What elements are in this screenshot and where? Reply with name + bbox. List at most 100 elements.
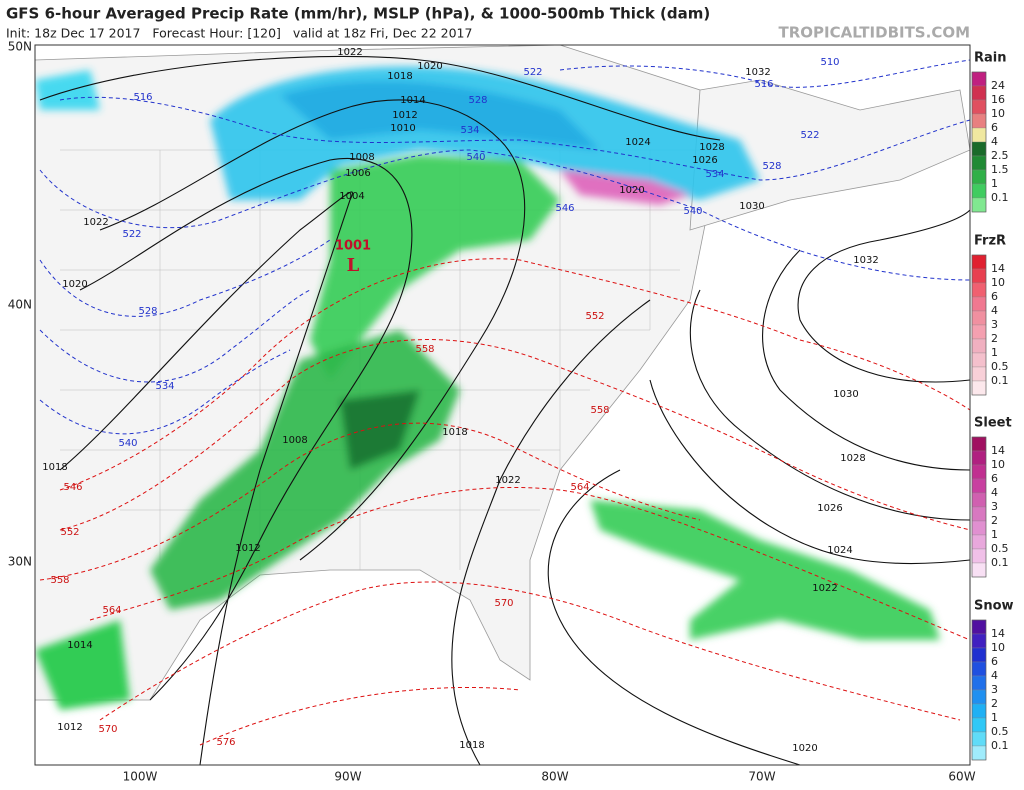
legend-swatch [971, 127, 987, 143]
legend-label: 2.5 [991, 149, 1009, 162]
isobar-label: 1020 [417, 61, 442, 72]
legend-swatch [971, 492, 987, 508]
legend-swatch [971, 731, 987, 747]
legend-swatch [971, 534, 987, 550]
legend-label: 1.5 [991, 163, 1009, 176]
legend-swatch [971, 619, 987, 635]
legend-label: 3 [991, 683, 998, 696]
thickness-label: 552 [60, 527, 79, 538]
legend-label: 16 [991, 93, 1005, 106]
longitude-label: 60W [948, 770, 975, 784]
thickness-label: 522 [122, 229, 141, 240]
legend-label: 10 [991, 641, 1005, 654]
legend-label: 3 [991, 318, 998, 331]
thickness-label: 576 [216, 737, 235, 748]
legend-swatch [971, 183, 987, 199]
legend-swatch [971, 268, 987, 284]
legend-swatch [971, 85, 987, 101]
legend-bar-frame [971, 619, 987, 761]
legend-label: 2 [991, 514, 998, 527]
legend-swatch [971, 113, 987, 129]
isobar-label: 1006 [345, 168, 370, 179]
axes: 50N 40N 30N 100W 90W 80W 70W 60W [8, 40, 976, 784]
legend-label: 10 [991, 458, 1005, 471]
land-canada [689, 79, 970, 231]
legend-swatch [971, 155, 987, 171]
legend-swatch [971, 99, 987, 115]
legend-swatch [971, 562, 987, 578]
legend-swatch [971, 689, 987, 705]
legend-title: Rain [974, 51, 1007, 66]
low-center: 1001 L [335, 239, 371, 277]
thickness-label: 534 [155, 381, 174, 392]
isobar-label: 1030 [833, 389, 858, 400]
legend-label: 4 [991, 135, 998, 148]
legend-swatch [971, 647, 987, 663]
legend-label: 0.1 [991, 556, 1009, 569]
thickness-label: 540 [466, 152, 485, 163]
legend-label: 2 [991, 332, 998, 345]
thickness-label: 552 [585, 311, 604, 322]
isobar-label: 1026 [817, 503, 842, 514]
isobar-label: 1032 [745, 67, 770, 78]
isobars [39, 55, 970, 765]
thickness-label: 564 [102, 605, 121, 616]
thickness-label: 528 [138, 306, 157, 317]
legend-swatch [971, 548, 987, 564]
isobar-label: 1012 [392, 110, 417, 121]
legend-swatch [971, 703, 987, 719]
legend-bar-frame [971, 71, 987, 213]
longitude-label: 90W [334, 770, 361, 784]
thickness-label: 558 [590, 405, 609, 416]
low-symbol: L [347, 255, 360, 276]
thickness-label: 528 [762, 161, 781, 172]
legend-label: 6 [991, 472, 998, 485]
legend-label: 1 [991, 528, 998, 541]
isobar-label: 1018 [42, 462, 67, 473]
brand: TROPICALTIDBITS.COM [779, 24, 971, 42]
isobar-label: 1022 [337, 47, 362, 58]
legend-swatch [971, 352, 987, 368]
legend-label: 0.1 [991, 739, 1009, 752]
isobar-label: 1008 [349, 152, 374, 163]
legend-swatch [971, 296, 987, 312]
legend-title: FrzR [974, 234, 1006, 249]
longitude-label: 80W [541, 770, 568, 784]
legend-label: 6 [991, 290, 998, 303]
legend-label: 14 [991, 444, 1005, 457]
isobar-label: 1008 [282, 435, 307, 446]
legend-swatch [971, 366, 987, 382]
legend-label: 0.5 [991, 542, 1009, 555]
isobar-label: 1024 [625, 137, 650, 148]
isobar-label: 1014 [67, 640, 92, 651]
legend-label: 1 [991, 711, 998, 724]
legend-swatch [971, 71, 987, 87]
thickness-label: 546 [63, 482, 82, 493]
legend-swatch [971, 282, 987, 298]
legend-label: 4 [991, 486, 998, 499]
isobar-label: 1020 [62, 279, 87, 290]
isobar-label: 1020 [792, 743, 817, 754]
legend-label: 0.1 [991, 374, 1009, 387]
legend-swatch [971, 675, 987, 691]
contour-labels: 1022 1018 1020 1014 1012 1010 1008 1006 1004 1022… [42, 47, 878, 754]
thickness-label: 570 [98, 724, 117, 735]
legend-label: 2 [991, 697, 998, 710]
map-area: 1001 L 102210181020101410121010100810061… [35, 45, 970, 765]
thickness-label: 534 [460, 125, 479, 136]
latitude-label: 50N [8, 40, 32, 54]
legend-label: 0.1 [991, 191, 1009, 204]
legend-swatch [971, 380, 987, 396]
isobar-label: 1028 [699, 142, 724, 153]
legend-title: Sleet [974, 416, 1012, 431]
isobar-label: 1030 [739, 201, 764, 212]
legend-title: Snow [974, 599, 1014, 614]
legend-swatch [971, 464, 987, 480]
legend-swatch [971, 141, 987, 157]
thickness-label: 564 [570, 482, 589, 493]
legend-label: 10 [991, 107, 1005, 120]
thickness-label: 546 [555, 203, 574, 214]
legend-bar-frame [971, 254, 987, 396]
